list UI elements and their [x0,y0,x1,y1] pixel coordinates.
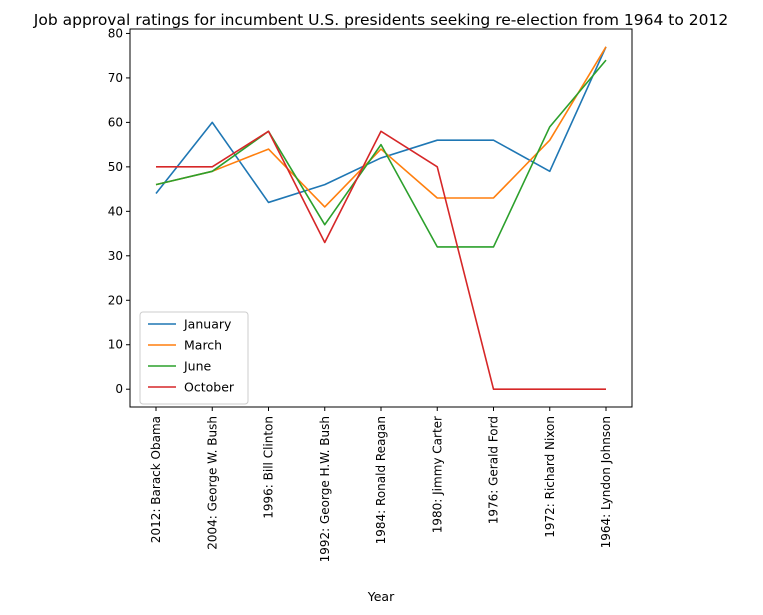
y-tick-label: 30 [108,249,123,263]
series-line-october [156,130,606,391]
series-line-june [155,59,607,248]
x-axis: 2012: Barack Obama 2004: George W. Bush 19… [149,407,613,562]
x-tick-label: 1964: Lyndon Johnson [599,416,613,548]
series-line-march [155,46,607,208]
x-tick-label: 1980: Jimmy Carter [430,416,444,533]
chart-title: Job approval ratings for incumbent U.S. … [33,11,728,29]
legend-entry-label: October [184,380,235,395]
legend-box [139,311,249,405]
y-tick-label: 40 [108,204,123,218]
y-tick-label: 70 [108,71,123,85]
x-tick-label: 1996: Bill Clinton [262,416,276,519]
series-line-january [155,46,607,204]
series-lines [155,46,607,391]
legend-entry-label: January [183,317,232,332]
x-tick-label: 2012: Barack Obama [149,416,163,543]
y-tick-label: 0 [115,382,123,396]
x-tick-label: 1976: Gerald Ford [487,416,501,524]
x-axis-label: Year [367,589,395,604]
y-tick-label: 60 [108,115,123,129]
y-axis: 0 10 20 30 40 50 60 70 80 [108,26,130,396]
legend: January March June October [139,311,249,405]
y-tick-label: 10 [108,338,123,352]
legend-entry-label: June [183,359,212,374]
x-tick-label: 1984: Ronald Reagan [374,416,388,544]
legend-entry-label: March [184,338,222,353]
y-tick-label: 20 [108,293,123,307]
x-tick-label: 1972: Richard Nixon [543,416,557,538]
x-tick-label: 2004: George W. Bush [205,416,219,550]
x-tick-label: 1992: George H.W. Bush [318,416,332,562]
y-tick-label: 80 [108,26,123,40]
y-tick-label: 50 [108,160,123,174]
